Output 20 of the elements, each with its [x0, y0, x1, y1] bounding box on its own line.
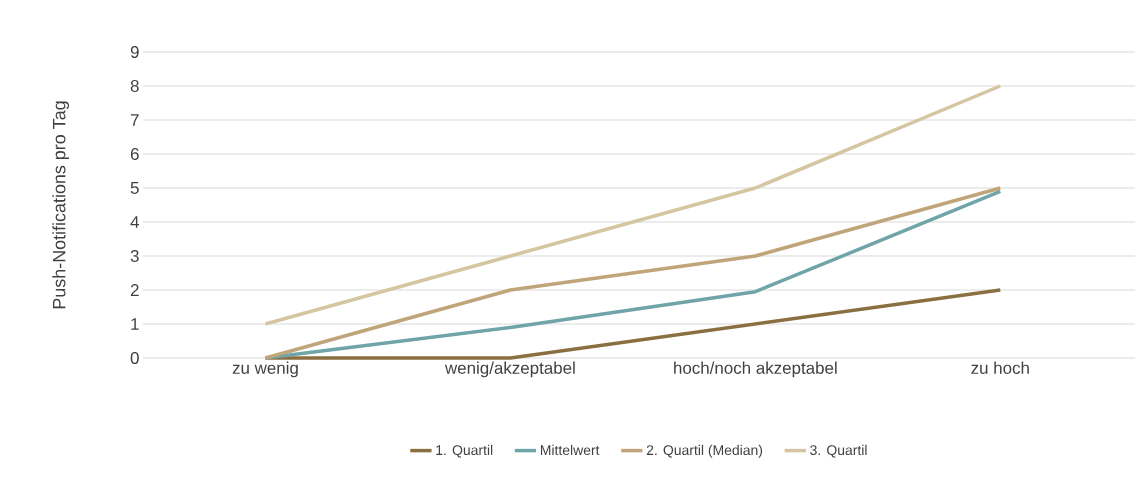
x-tick-label: zu hoch — [971, 361, 1029, 374]
y-tick-label: 1 — [131, 318, 139, 330]
legend-label: 2. Quartil (Median) — [646, 444, 763, 458]
x-tick-label: hoch/noch akzeptabel — [674, 361, 837, 378]
legend-label: 3. Quartil — [810, 444, 867, 458]
y-tick-label: 9 — [130, 46, 139, 59]
legend-label: Mittelwert — [540, 444, 600, 456]
y-tick-label: 7 — [130, 114, 139, 126]
y-tick-label: 0 — [130, 352, 139, 364]
y-tick-label: 3 — [130, 250, 139, 262]
x-tick-label: zu wenig — [232, 361, 298, 378]
y-tick-label: 5 — [130, 182, 139, 194]
y-tick-label: 6 — [130, 148, 139, 161]
y-tick-label: 4 — [130, 216, 139, 228]
x-tick-label: wenig/akzeptabel — [444, 361, 575, 378]
legend-label: 1. Quartil — [436, 444, 493, 458]
y-tick-label: 2 — [130, 284, 139, 296]
line-series — [263, 84, 1003, 326]
y-tick-label: 8 — [130, 80, 139, 93]
y-axis-title: Push-Notifications pro Tag — [52, 101, 70, 309]
